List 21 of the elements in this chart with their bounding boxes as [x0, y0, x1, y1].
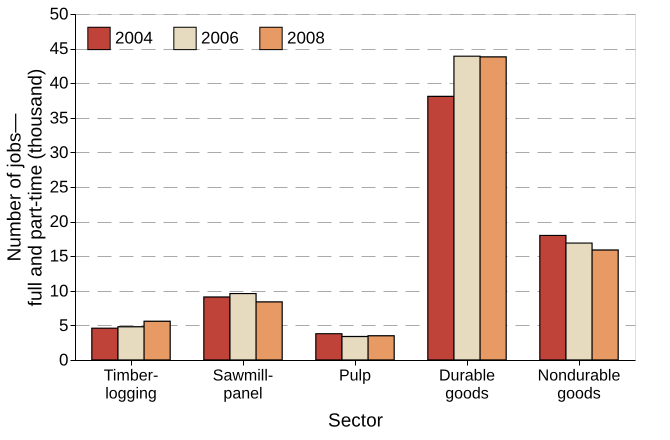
- x-tick-label: Pulp: [338, 368, 372, 384]
- y-tick-label: 0: [59, 350, 68, 370]
- legend-label: 2006: [201, 28, 239, 48]
- y-axis-title: Number of jobs— full and part-time (thousand): [4, 68, 47, 306]
- x-tick-label: Durable goods: [438, 368, 496, 402]
- legend-label: 2008: [287, 28, 325, 48]
- x-tick-label: Nondurable goods: [538, 368, 620, 402]
- y-tick-label: 20: [50, 212, 68, 232]
- x-tick-label: Timber- logging: [104, 368, 158, 402]
- y-tick-label: 35: [50, 108, 68, 128]
- legend-label: 2004: [115, 28, 153, 48]
- y-tick-label: 50: [50, 4, 68, 24]
- y-tick-label: 25: [50, 178, 68, 196]
- x-axis-title: Sector: [328, 410, 384, 432]
- y-tick-label: 45: [50, 39, 68, 58]
- y-tick-label: 10: [50, 281, 68, 300]
- y-tick-label: 15: [50, 246, 68, 266]
- x-tick-label: Sawmill- panel: [212, 368, 274, 402]
- y-tick-label: 30: [50, 142, 68, 162]
- y-tick-label: 5: [59, 316, 68, 335]
- y-tick-label: 40: [50, 74, 68, 93]
